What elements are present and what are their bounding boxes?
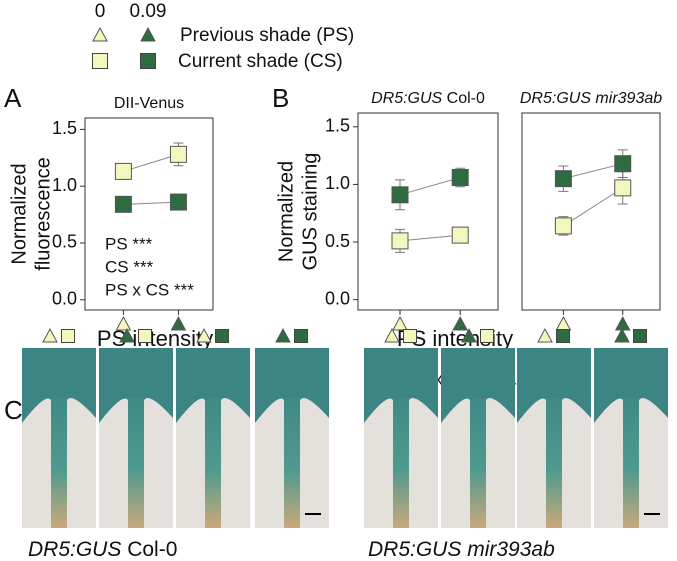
caption-part: mir393ab <box>467 538 555 561</box>
chart-title: DII-Venus <box>114 95 184 112</box>
title-part: Col-0 <box>447 90 485 107</box>
caption-part: DR5:GUS <box>368 538 461 561</box>
square-icon <box>215 329 229 343</box>
seedling-stem <box>470 398 486 528</box>
legend-label: Previous shade (PS) <box>180 25 354 46</box>
annotation: PS x CS *** <box>105 280 194 299</box>
y-tick-label: 0.5 <box>52 232 77 252</box>
triangle-icon <box>275 327 291 343</box>
triangle-icon <box>555 315 572 331</box>
point <box>554 170 572 188</box>
triangle-icon <box>92 26 108 42</box>
y-axis-label: fluorescence <box>32 157 54 270</box>
triangle-icon <box>452 315 469 331</box>
triangle-icon <box>119 327 135 343</box>
annotation: PS *** <box>105 234 153 253</box>
square-icon <box>61 329 75 343</box>
panel-label: C <box>4 395 23 425</box>
seedling-leaves <box>176 348 250 423</box>
point <box>391 186 409 204</box>
series-line <box>399 177 461 196</box>
square-icon <box>480 329 494 343</box>
seedling-leaves <box>255 348 329 423</box>
triangle-icon <box>140 26 156 42</box>
seedling-leaves <box>441 348 515 423</box>
series-line <box>123 201 179 205</box>
point <box>451 169 469 187</box>
point <box>451 226 469 244</box>
y-tick-label: 1.0 <box>52 175 77 195</box>
series-line <box>123 153 179 172</box>
y-axis-label: Normalized <box>275 161 297 262</box>
triangle-icon <box>614 327 630 343</box>
x-axis-label: PS intensity <box>97 326 213 351</box>
point <box>391 232 409 250</box>
seedling-stem <box>51 398 67 528</box>
y-axis-label: GUS staining <box>299 153 321 271</box>
point <box>114 195 132 213</box>
photo-caption: DR5:GUS mir393ab <box>368 538 555 561</box>
series-line <box>399 234 461 242</box>
triangle-icon <box>196 327 212 343</box>
panel-label: A <box>4 83 22 113</box>
square-icon <box>403 329 417 343</box>
y-tick-label: 0.0 <box>325 288 350 308</box>
triangle-icon <box>115 315 132 331</box>
plot-frame <box>84 117 214 311</box>
square-icon <box>138 329 152 343</box>
point <box>114 162 132 180</box>
annotation: CS *** <box>105 257 154 276</box>
seedling-leaves <box>22 348 96 423</box>
photo-caption: DR5:GUS Col-0 <box>28 538 177 561</box>
point <box>614 179 632 197</box>
legend-label: Current shade (CS) <box>178 51 343 72</box>
seedling-stem <box>205 398 221 528</box>
triangle-icon <box>384 327 400 343</box>
triangle-icon <box>170 315 187 331</box>
seedling-leaves <box>364 348 438 423</box>
y-axis-label: Normalized <box>8 163 30 264</box>
chart-title: DR5:GUS Col-0 <box>371 90 485 107</box>
panel-label: B <box>272 83 289 113</box>
triangle-icon <box>392 315 408 331</box>
series-line <box>563 163 623 180</box>
point <box>169 193 187 211</box>
seedling-stem <box>128 398 144 528</box>
seedling-stem <box>284 398 300 528</box>
series-line <box>563 187 624 227</box>
y-tick-label: 1.0 <box>325 173 350 193</box>
seedling-leaves <box>594 348 668 423</box>
triangle-icon <box>614 315 631 331</box>
seedling-leaves <box>517 348 591 423</box>
y-tick-label: 0.0 <box>52 289 77 309</box>
triangle-icon <box>42 327 58 343</box>
legend-header: 0.09 <box>130 1 167 22</box>
title-part: DR5:GUS <box>371 90 442 107</box>
y-tick-label: 0.5 <box>325 231 350 251</box>
plot-frame <box>357 112 499 311</box>
seedling-stem <box>546 398 562 528</box>
legend-header: 0 <box>95 1 106 22</box>
chart-title: DR5:GUS mir393ab <box>520 90 662 107</box>
square-icon <box>556 329 570 343</box>
square-icon <box>294 329 308 343</box>
plot-frame <box>521 112 661 311</box>
square-icon <box>633 329 647 343</box>
triangle-icon <box>461 327 477 343</box>
point <box>169 145 187 163</box>
caption-part: Col-0 <box>127 538 177 561</box>
point <box>614 155 632 173</box>
seedling-stem <box>623 398 639 528</box>
point <box>554 217 572 235</box>
square-icon <box>92 53 108 69</box>
caption-part: DR5:GUS <box>28 538 121 561</box>
y-tick-label: 1.5 <box>325 116 350 136</box>
y-tick-label: 1.5 <box>52 118 77 138</box>
triangle-icon <box>537 327 553 343</box>
seedling-leaves <box>99 348 173 423</box>
square-icon <box>140 53 156 69</box>
seedling-stem <box>393 398 409 528</box>
